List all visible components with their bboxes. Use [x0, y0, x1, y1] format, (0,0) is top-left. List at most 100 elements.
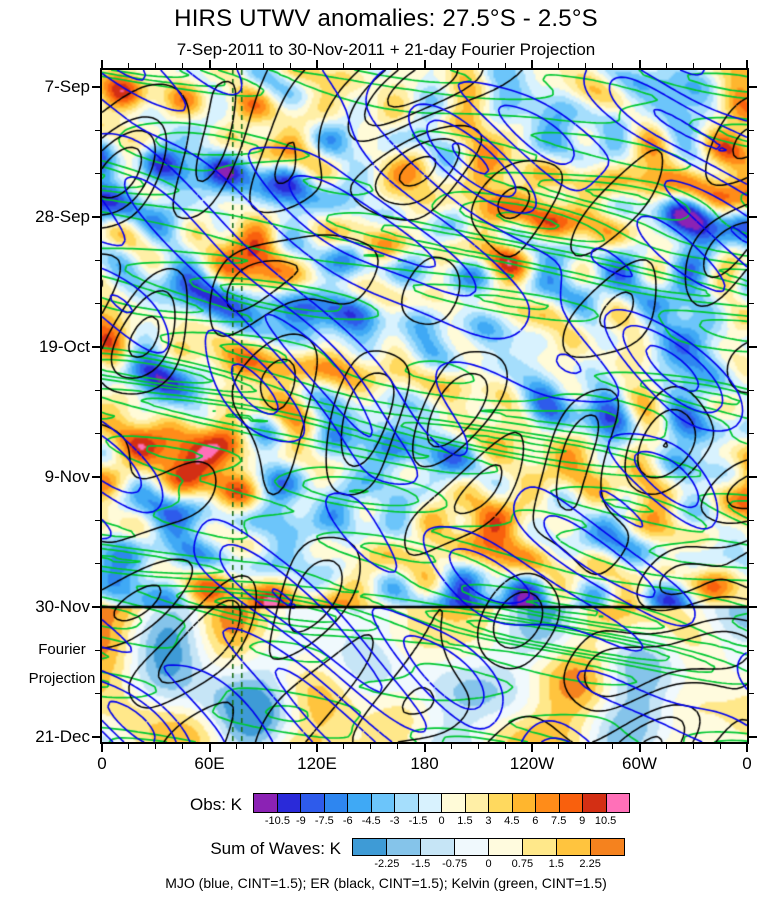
colorbar-tick-label: -1.5 [408, 815, 428, 827]
axis-tick [343, 63, 345, 68]
fourier-projection-label-line1: Fourier [38, 641, 86, 658]
x-tick-label: 0 [97, 754, 107, 773]
obs-colorbar-label: Obs: K [190, 795, 242, 814]
axis-tick [95, 519, 100, 521]
colorbar-cell [417, 794, 441, 812]
colorbar-cell [556, 839, 590, 855]
axis-tick [95, 303, 100, 305]
colorbar-tick-label: 1.5 [548, 858, 564, 870]
axis-tick [749, 563, 754, 565]
colorbar-tick-label: -1.5 [411, 858, 431, 870]
colorbar-tick-label: 1.5 [457, 815, 473, 827]
axis-tick [749, 346, 757, 348]
axis-tick [638, 60, 641, 68]
colorbar-tick-label: -4.5 [361, 815, 381, 827]
axis-tick [749, 736, 757, 738]
colorbar-tick-label: -3 [389, 815, 400, 827]
axis-tick [95, 129, 100, 131]
colorbar-tick-label: 0.75 [511, 858, 534, 870]
axis-tick [585, 744, 587, 749]
axis-tick [749, 433, 754, 435]
colorbar-tick-label: 4.5 [504, 815, 520, 827]
axis-tick [477, 744, 479, 749]
axis-tick [235, 63, 237, 68]
axis-tick [558, 744, 560, 749]
plot-frame: 7-Sep 28-Sep 19-Oct 9-Nov 30-Nov 21-Dec 0 60E 12… [35, 60, 757, 773]
colorbar-tick-label: -0.75 [442, 858, 468, 870]
colorbar-cell [276, 794, 300, 812]
axis-tick [262, 63, 264, 68]
axis-tick [92, 86, 100, 88]
colorbar-cell [394, 794, 418, 812]
axis-tick [749, 476, 757, 478]
axis-tick [638, 744, 641, 752]
axis-tick [182, 744, 184, 749]
axis-tick [95, 649, 100, 651]
axis-tick [95, 433, 100, 435]
axis-tick [749, 389, 754, 391]
axis-tick [749, 173, 754, 175]
x-tick-label: 0 [742, 754, 752, 773]
colorbar-tick-label: -7.5 [314, 815, 334, 827]
fourier-projection-label-line2: Projection [28, 670, 96, 687]
axis-tick [95, 259, 100, 261]
axis-tick [235, 744, 237, 749]
y-tick-label: 21-Dec [35, 727, 90, 746]
heatmap-canvas [102, 70, 747, 742]
axis-tick [749, 606, 757, 608]
figure-title: HIRS UTWV anomalies: 27.5°S - 2.5°S [174, 5, 598, 32]
y-tick-label: 9-Nov [44, 467, 90, 486]
axis-tick [749, 519, 754, 521]
axis-tick [155, 63, 157, 68]
y-tick-label: 19-Oct [38, 337, 90, 356]
axis-tick [665, 744, 667, 749]
y-tick-label: 7-Sep [44, 77, 90, 96]
x-tick-label: 60E [194, 754, 225, 773]
axis-tick [182, 63, 184, 68]
axis-tick [316, 744, 318, 752]
axis-tick [531, 60, 533, 68]
axis-tick [531, 744, 533, 752]
colorbar-cell [558, 794, 582, 812]
axis-tick [749, 649, 754, 651]
colorbar-cell [323, 794, 347, 812]
colorbar-tick-label: 7.5 [551, 815, 567, 827]
colorbar-cell [488, 839, 522, 855]
axis-tick [692, 744, 694, 749]
axis-tick [128, 744, 130, 749]
x-tick-label: 180 [410, 754, 439, 773]
colorbar-cell [488, 794, 512, 812]
axis-tick [477, 63, 479, 68]
axis-tick [749, 129, 754, 131]
axis-tick [450, 744, 452, 749]
axis-tick [719, 63, 721, 68]
colorbar-tick-label: 0 [438, 815, 445, 827]
axis-tick [92, 606, 100, 608]
axis-tick [558, 63, 560, 68]
axis-tick [423, 60, 426, 68]
colorbar-cell [347, 794, 371, 812]
colorbar-tick-label: -10.5 [264, 815, 290, 827]
axis-tick [612, 744, 614, 749]
x-tick-label: 60W [622, 754, 657, 773]
y-tick-label: 30-Nov [35, 597, 90, 616]
y-tick-label: 28-Sep [35, 207, 90, 226]
waves-colorbar: -2.25 -1.5 -0.75 0 0.75 1.5 2.25 [352, 838, 625, 870]
colorbar-tick-label: -9 [295, 815, 306, 827]
axis-tick [289, 63, 291, 68]
axis-tick [749, 303, 754, 305]
colorbar-cell [300, 794, 324, 812]
axis-tick [504, 744, 506, 749]
axis-tick [95, 389, 100, 391]
axis-tick [749, 259, 754, 261]
colorbar-cell [441, 794, 465, 812]
axis-tick [92, 736, 100, 738]
colorbar-cell [254, 794, 277, 812]
axis-tick [423, 744, 426, 752]
axis-tick [370, 744, 372, 749]
axis-tick [504, 63, 506, 68]
axis-tick [92, 346, 100, 348]
axis-tick [665, 63, 667, 68]
x-tick-label: 120E [297, 754, 337, 773]
